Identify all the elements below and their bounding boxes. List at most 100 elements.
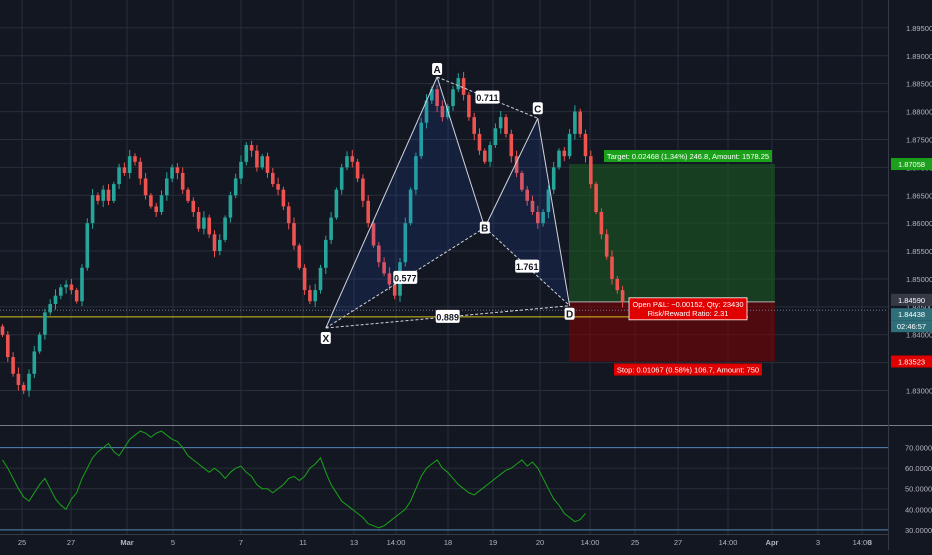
candle-body xyxy=(530,200,535,212)
candle-body xyxy=(424,100,429,123)
pattern-point-label: C xyxy=(534,104,541,115)
candle-body xyxy=(286,206,291,224)
candle-body xyxy=(196,212,201,229)
pnl-label-text: Open P&L: −0.00152, Qty: 23430 xyxy=(632,300,743,309)
candle-body xyxy=(175,167,180,173)
time-tick-label: 13 xyxy=(350,538,358,547)
candle xyxy=(271,168,275,188)
time-tick-label: 14:00 xyxy=(581,538,600,547)
candle xyxy=(69,278,74,295)
candle-body xyxy=(541,212,545,224)
pattern-point-label: B xyxy=(481,224,488,235)
candle xyxy=(477,128,482,155)
target-price-badge-box xyxy=(891,158,932,171)
candle-body xyxy=(43,312,47,335)
pattern-point-a: A xyxy=(432,62,443,76)
stop-label-text: Stop: 0.01067 (0.58%) 106.7, Amount: 750 xyxy=(617,366,759,375)
candle xyxy=(440,100,445,122)
candle xyxy=(435,85,439,113)
candle-body xyxy=(546,189,551,212)
candle xyxy=(308,285,312,305)
candle xyxy=(339,163,344,195)
candle-body xyxy=(594,184,598,212)
candle-body xyxy=(271,172,275,185)
candle xyxy=(260,153,264,170)
ratio-label-text: 0.711 xyxy=(476,93,498,103)
risk-reward-zones[interactable] xyxy=(569,164,775,362)
time-tick-label: 7 xyxy=(239,538,243,547)
time-tick-label: 27 xyxy=(67,538,75,547)
ratio-label: 0.889 xyxy=(435,309,460,323)
candle xyxy=(212,230,217,258)
candle-body xyxy=(186,189,190,201)
candle-body xyxy=(451,89,455,106)
candle-body xyxy=(21,384,26,391)
candle-body xyxy=(483,150,487,162)
target-label: Target: 0.02468 (1.34%) 246.8, Amount: 1… xyxy=(604,150,772,163)
candle-body xyxy=(392,284,397,296)
candle xyxy=(551,161,556,194)
time-tick-label: 18 xyxy=(444,538,452,547)
time-tick-label: 25 xyxy=(18,538,26,547)
pattern-ratio-line xyxy=(436,76,538,119)
candle xyxy=(249,140,254,157)
pattern-point-box xyxy=(320,332,331,345)
candle xyxy=(286,202,291,230)
candle-body xyxy=(509,133,514,157)
candle xyxy=(615,276,620,294)
candle xyxy=(101,185,105,208)
candle xyxy=(255,145,259,172)
ratio-label-box xyxy=(393,270,418,284)
grid-lines xyxy=(0,0,932,534)
pattern-leg xyxy=(484,118,539,228)
price-tick-label: 1.83000 xyxy=(906,387,932,396)
candle xyxy=(32,345,37,379)
candle-body xyxy=(138,161,143,179)
candle xyxy=(64,280,68,294)
rsi-pane xyxy=(0,430,888,531)
candle-body xyxy=(583,133,588,157)
candle-body xyxy=(32,351,37,374)
candle-body xyxy=(520,172,524,190)
candle-body xyxy=(493,128,498,146)
candle-body xyxy=(440,106,445,118)
candle-body xyxy=(620,290,625,302)
candle xyxy=(387,267,392,291)
time-tick-label: 5 xyxy=(171,538,175,547)
candle-body xyxy=(260,156,264,168)
time-tick-label: Apr xyxy=(766,538,779,547)
countdown-badge: 02:46:57 xyxy=(891,320,932,333)
time-tick-label: 14:00 xyxy=(387,538,406,547)
candle xyxy=(530,195,535,215)
candle-body xyxy=(244,145,249,162)
candle xyxy=(48,299,52,316)
candle xyxy=(467,91,471,121)
countdown-badge-text: 02:46:57 xyxy=(897,322,926,331)
pattern-point-b: B xyxy=(479,221,490,235)
candle-body xyxy=(615,278,620,291)
candle-body xyxy=(334,189,339,218)
candle xyxy=(133,153,137,166)
candle xyxy=(514,150,519,178)
candle xyxy=(604,229,609,260)
candle-body xyxy=(90,195,95,224)
candle xyxy=(90,189,95,229)
stop-price-badge-text: 1.83523 xyxy=(898,358,925,367)
xabcd-pattern[interactable]: X A B C D 0.711 0.577 1.761 0.889 xyxy=(320,62,575,345)
rsi-tick-label: 40.0000 xyxy=(905,505,932,514)
price-tick-label: 1.84000 xyxy=(906,331,932,340)
candle xyxy=(202,211,206,235)
candle xyxy=(27,369,31,397)
candle xyxy=(37,332,42,354)
candle-body xyxy=(80,267,84,302)
candle xyxy=(233,173,238,199)
candle xyxy=(361,174,365,208)
candle-body xyxy=(355,161,360,179)
ratio-label: 0.577 xyxy=(393,270,418,284)
candle xyxy=(451,85,455,111)
candle-body xyxy=(101,189,105,201)
candle xyxy=(610,250,614,285)
